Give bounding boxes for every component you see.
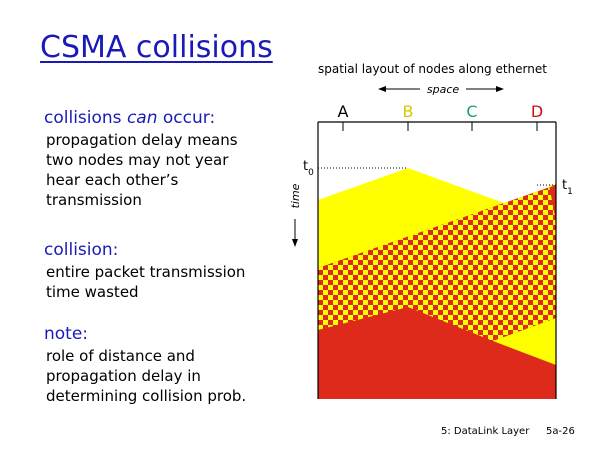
collision-overlap-region [318, 185, 556, 341]
slide-title: CSMA collisions [40, 30, 273, 65]
body-line: entire packet transmission [46, 263, 246, 281]
section-heading-collision: collision: [44, 240, 119, 260]
heading-part: collisions [44, 108, 127, 128]
space-label: space [427, 83, 460, 96]
node-b-tail-region [493, 318, 556, 365]
diagram-caption: spatial layout of nodes along ethernet [318, 62, 547, 76]
body-line: determining collision prob. [46, 387, 247, 405]
heading-part: occur: [157, 108, 216, 128]
section-body-note: role of distance and propagation delay i… [46, 346, 246, 406]
time-label: time [289, 183, 302, 208]
section-body-collisions: propagation delay means two nodes may no… [46, 130, 238, 210]
section-heading-note: note: [44, 324, 89, 344]
time-arrow [292, 219, 298, 247]
node-label-a: A [338, 102, 349, 121]
body-line: propagation delay in [46, 367, 201, 385]
node-label-c: C [466, 102, 477, 121]
space-arrow [378, 86, 504, 92]
heading-emphasis: can [126, 108, 158, 128]
section-body-collision: entire packet transmission time wasted [46, 262, 245, 302]
node-label-d: D [531, 102, 543, 121]
body-line: hear each other’s [46, 171, 179, 189]
body-line: role of distance and [46, 347, 195, 365]
body-line: two nodes may not year [46, 151, 229, 169]
node-label-b: B [403, 102, 414, 121]
footer-page-number: 5a-26 [546, 426, 575, 437]
t1-label: t1 [562, 178, 573, 197]
body-line: propagation delay means [46, 131, 238, 149]
body-line: transmission [46, 191, 142, 209]
footer-chapter: 5: DataLink Layer [441, 426, 530, 437]
section-heading-collisions: collisions can occur: [44, 108, 215, 128]
body-line: time wasted [46, 283, 139, 301]
t0-label: t0 [303, 159, 314, 178]
